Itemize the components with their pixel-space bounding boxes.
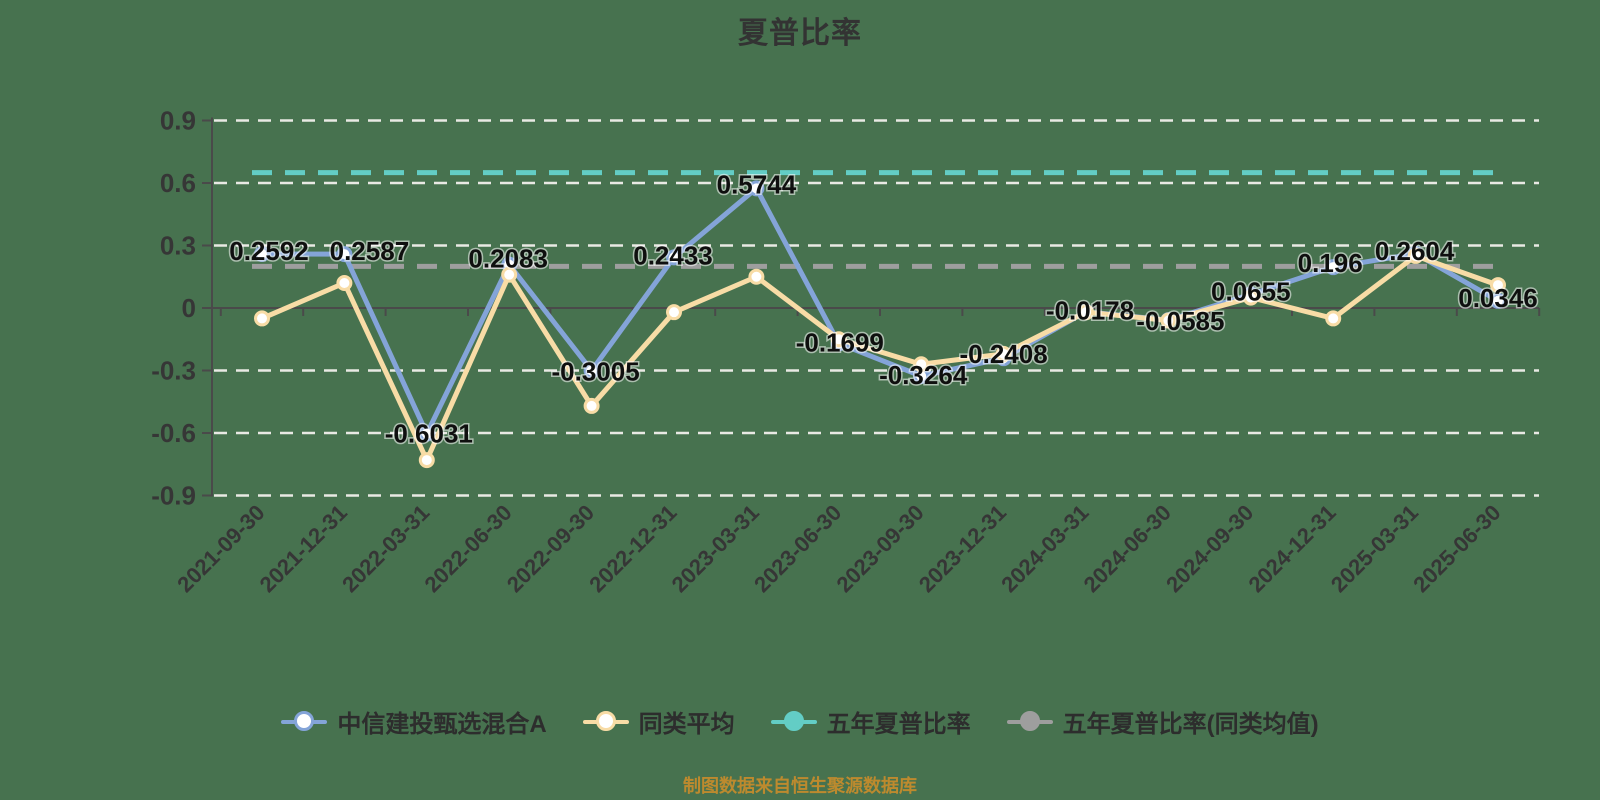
x-axis-date-label: 2023-06-30	[749, 500, 846, 597]
legend-line-marker-icon	[582, 710, 629, 733]
x-axis-date-label: 2023-09-30	[831, 500, 928, 597]
data-point-marker	[418, 425, 435, 442]
y-axis-tick-label: 0.9	[160, 106, 196, 136]
legend-label: 中信建投甄选混合A	[337, 711, 547, 738]
data-point-marker	[336, 246, 353, 263]
legend-item-2[interactable]: 同类平均	[582, 704, 735, 739]
data-point-marker	[1160, 312, 1177, 329]
data-point-marker	[418, 452, 435, 469]
x-axis-date-label: 2025-06-30	[1408, 500, 1505, 597]
legend-item-3[interactable]: 五年夏普比率	[770, 704, 971, 739]
legend-line-marker-icon	[281, 710, 328, 733]
y-axis-tick-label: 0.6	[160, 168, 196, 198]
x-axis-date-label: 2024-06-30	[1079, 500, 1176, 597]
y-axis-tick-label: -0.9	[151, 480, 196, 510]
data-point-marker	[666, 304, 682, 321]
data-point-value-label: 0.2433	[633, 240, 713, 270]
x-axis-date-label: 2024-12-31	[1243, 500, 1340, 597]
data-point-marker	[336, 275, 353, 292]
data-point-value-label: 0.2587	[330, 236, 410, 266]
legend-label: 同类平均	[638, 711, 735, 738]
data-point-value-label: 0.196	[1298, 248, 1363, 278]
data-point-value-label: 0.2592	[229, 236, 309, 266]
x-axis-date-label: 2022-03-31	[337, 500, 434, 597]
sharpe-ratio-line-chart: 0.9 0.6 0.3 0 -0.3 -0.6 -0.92021-09-302021-12-…	[151, 106, 1541, 597]
data-point-value-label: -0.0178	[1046, 296, 1134, 326]
x-axis-date-label: 2023-03-31	[667, 500, 764, 597]
data-point-value-label: -0.6031	[385, 419, 473, 449]
data-point-value-label: 0.2604	[1375, 236, 1455, 266]
data-point-marker	[583, 397, 600, 414]
x-axis-date-label: 2022-12-31	[584, 500, 681, 597]
y-axis-tick-label: 0.3	[160, 231, 196, 261]
x-axis-date-label: 2021-12-31	[255, 500, 352, 597]
chart-legend: 中信建投甄选混合A 同类平均 五年夏普比率 五年夏普比率(同类均值)	[0, 704, 1600, 739]
data-point-marker	[666, 249, 682, 266]
data-point-value-label: -0.3264	[879, 360, 968, 390]
legend-line-marker-icon	[770, 710, 817, 733]
data-point-marker	[1325, 310, 1342, 327]
legend-line-marker-icon	[1006, 710, 1053, 733]
legend-item-1[interactable]: 中信建投甄选混合A	[281, 704, 547, 739]
data-point-marker	[501, 266, 518, 283]
x-axis-date-label: 2021-09-30	[172, 500, 269, 597]
data-point-marker	[1490, 292, 1506, 309]
y-axis-tick-label: 0	[182, 293, 196, 323]
data-point-marker	[583, 362, 600, 379]
data-point-marker	[1078, 304, 1094, 321]
data-point-value-label: 0.0346	[1458, 283, 1538, 313]
data-point-value-label: 0.5744	[717, 169, 797, 199]
x-axis-date-label: 2022-09-30	[502, 500, 599, 597]
data-point-value-label: -0.1699	[796, 327, 884, 357]
data-point-marker	[748, 268, 765, 285]
data-point-marker	[1325, 259, 1342, 276]
data-point-marker	[254, 246, 270, 263]
x-axis-date-label: 2024-03-31	[996, 500, 1093, 597]
y-axis-tick-label: -0.6	[151, 418, 196, 448]
y-axis-tick-label: -0.3	[151, 355, 196, 385]
data-point-marker	[748, 180, 765, 197]
data-point-value-label: 0.0655	[1211, 276, 1291, 306]
x-axis-date-label: 2025-03-31	[1326, 500, 1423, 597]
data-point-marker	[1490, 277, 1506, 294]
data-point-marker	[913, 356, 930, 373]
x-axis-date-label: 2023-12-31	[914, 500, 1011, 597]
data-point-marker	[254, 310, 270, 327]
data-point-marker	[830, 331, 847, 348]
x-axis-date-label: 2024-09-30	[1161, 500, 1258, 597]
chart-title: 夏普比率	[738, 17, 862, 50]
x-axis-date-label: 2022-06-30	[419, 500, 516, 597]
data-point-value-label: 0.2083	[468, 244, 548, 274]
data-point-marker	[1242, 289, 1259, 306]
data-point-marker	[1407, 247, 1424, 264]
data-point-value-label: -0.3005	[552, 357, 640, 387]
data-point-value-label: -0.0585	[1136, 306, 1224, 336]
data-point-value-label: -0.2408	[960, 339, 1048, 369]
data-source-caption: 制图数据来自恒生聚源数据库	[683, 776, 917, 796]
data-point-marker	[995, 345, 1012, 362]
legend-item-4[interactable]: 五年夏普比率(同类均值)	[1006, 704, 1319, 739]
legend-label: 五年夏普比率(同类均值)	[1062, 711, 1319, 738]
legend-label: 五年夏普比率	[826, 711, 971, 738]
